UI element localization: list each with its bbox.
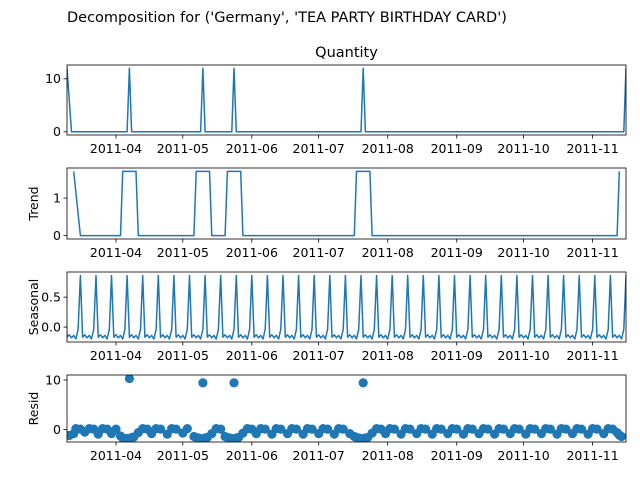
x-tick-label: 2011-09: [431, 245, 483, 260]
x-tick-label: 2011-04: [90, 448, 142, 463]
x-tick-label: 2011-08: [362, 448, 414, 463]
series-group: [67, 67, 626, 133]
resid-point: [483, 424, 493, 434]
panel-3: Seasonal 0.0 0.5 2011-04 2011-05 2011-06 2011-…: [26, 271, 627, 363]
x-tick-label: 2011-08: [362, 245, 414, 260]
y-tick-label: 0: [53, 124, 61, 139]
x-tick-label: 2011-06: [226, 348, 278, 363]
x-tick-label: 2011-08: [362, 348, 414, 363]
resid-point: [498, 424, 509, 434]
axes-frame: [66, 167, 627, 240]
x-tick-label: 2011-07: [293, 348, 345, 363]
x-tick-label: 2011-08: [362, 141, 414, 156]
x-tick-label: 2011-06: [226, 245, 278, 260]
resid-point: [467, 424, 477, 434]
resid-point: [323, 424, 333, 434]
resid-point: [182, 424, 192, 434]
x-tick-label: 2011-05: [157, 348, 209, 363]
resid-point: [198, 378, 208, 388]
x-tick-label: 2011-06: [226, 141, 278, 156]
x-tick-label: 2011-09: [431, 448, 483, 463]
y-axis-label: Seasonal: [26, 279, 41, 336]
x-tick-label: 2011-09: [431, 141, 483, 156]
resid-point: [389, 424, 399, 434]
x-tick-label: 2011-11: [566, 448, 618, 463]
x-tick-label: 2011-05: [157, 245, 209, 260]
resid-point: [421, 424, 431, 434]
x-tick-label: 2011-07: [293, 448, 345, 463]
axes-frame: [66, 64, 627, 136]
series-line: [67, 67, 626, 133]
resid-point: [338, 424, 348, 434]
x-tick-label: 2011-06: [226, 448, 278, 463]
x-tick-label: 2011-07: [293, 245, 345, 260]
series-line: [67, 274, 626, 340]
resid-point: [405, 424, 415, 434]
resid-point: [307, 424, 317, 434]
panel-2: Trend 0 1 2011-04 2011-05 2011-06 2011-07 2011-…: [26, 167, 627, 260]
resid-point: [616, 431, 626, 442]
resid-point: [436, 424, 446, 434]
resid-point: [545, 424, 555, 434]
x-tick-label: 2011-04: [90, 141, 142, 156]
x-tick-label: 2011-04: [90, 245, 142, 260]
y-tick-label: 0: [53, 422, 61, 437]
resid-point: [592, 424, 602, 434]
x-tick-label: 2011-11: [566, 141, 618, 156]
resid-point: [229, 378, 239, 388]
resid-point: [111, 424, 121, 434]
resid-point: [216, 424, 226, 434]
y-tick-label: 0.0: [41, 319, 61, 334]
x-tick-label: 2011-10: [497, 448, 549, 463]
y-tick-label: 0: [53, 228, 61, 243]
panel-4: Resid 0 10 2011-04 2011-05 2011-06 2011-07 2011…: [26, 372, 627, 463]
x-tick-label: 2011-11: [566, 245, 618, 260]
y-tick-label: 10: [45, 71, 61, 86]
panel-title: Quantity: [315, 45, 378, 61]
resid-point: [530, 424, 540, 434]
panel-1: Quantity 0 10 2011-04 2011-05 2011-06 2011-07 2…: [45, 45, 627, 156]
x-tick-label: 2011-10: [497, 141, 549, 156]
x-tick-label: 2011-10: [497, 245, 549, 260]
x-tick-label: 2011-10: [497, 348, 549, 363]
y-axis-label: Resid: [26, 392, 41, 426]
x-tick-label: 2011-11: [566, 348, 618, 363]
resid-point: [452, 424, 462, 434]
figure-title: Decomposition for ('Germany', 'TEA PARTY…: [67, 10, 507, 26]
series-group: [67, 375, 626, 442]
resid-point: [291, 424, 301, 434]
resid-point: [124, 375, 134, 384]
series-group: [72, 170, 621, 237]
resid-point: [171, 424, 181, 434]
x-tick-label: 2011-09: [431, 348, 483, 363]
resid-point: [155, 424, 166, 434]
axes-frame: [66, 374, 627, 443]
series-group: [67, 274, 626, 340]
resid-point: [561, 424, 571, 434]
resid-point: [276, 424, 286, 434]
y-axis-label: Trend: [26, 186, 41, 221]
y-tick-label: 10: [45, 372, 61, 387]
x-tick-label: 2011-07: [293, 141, 345, 156]
y-tick-label: 0.5: [41, 289, 61, 304]
series-line: [72, 170, 621, 237]
resid-point: [576, 424, 587, 434]
resid-point: [358, 378, 368, 388]
resid-point: [260, 424, 270, 434]
x-tick-label: 2011-04: [90, 348, 142, 363]
resid-point: [514, 424, 524, 434]
x-tick-label: 2011-05: [157, 448, 209, 463]
y-tick-label: 1: [53, 190, 61, 205]
x-tick-label: 2011-05: [157, 141, 209, 156]
axes-frame: [66, 271, 627, 343]
